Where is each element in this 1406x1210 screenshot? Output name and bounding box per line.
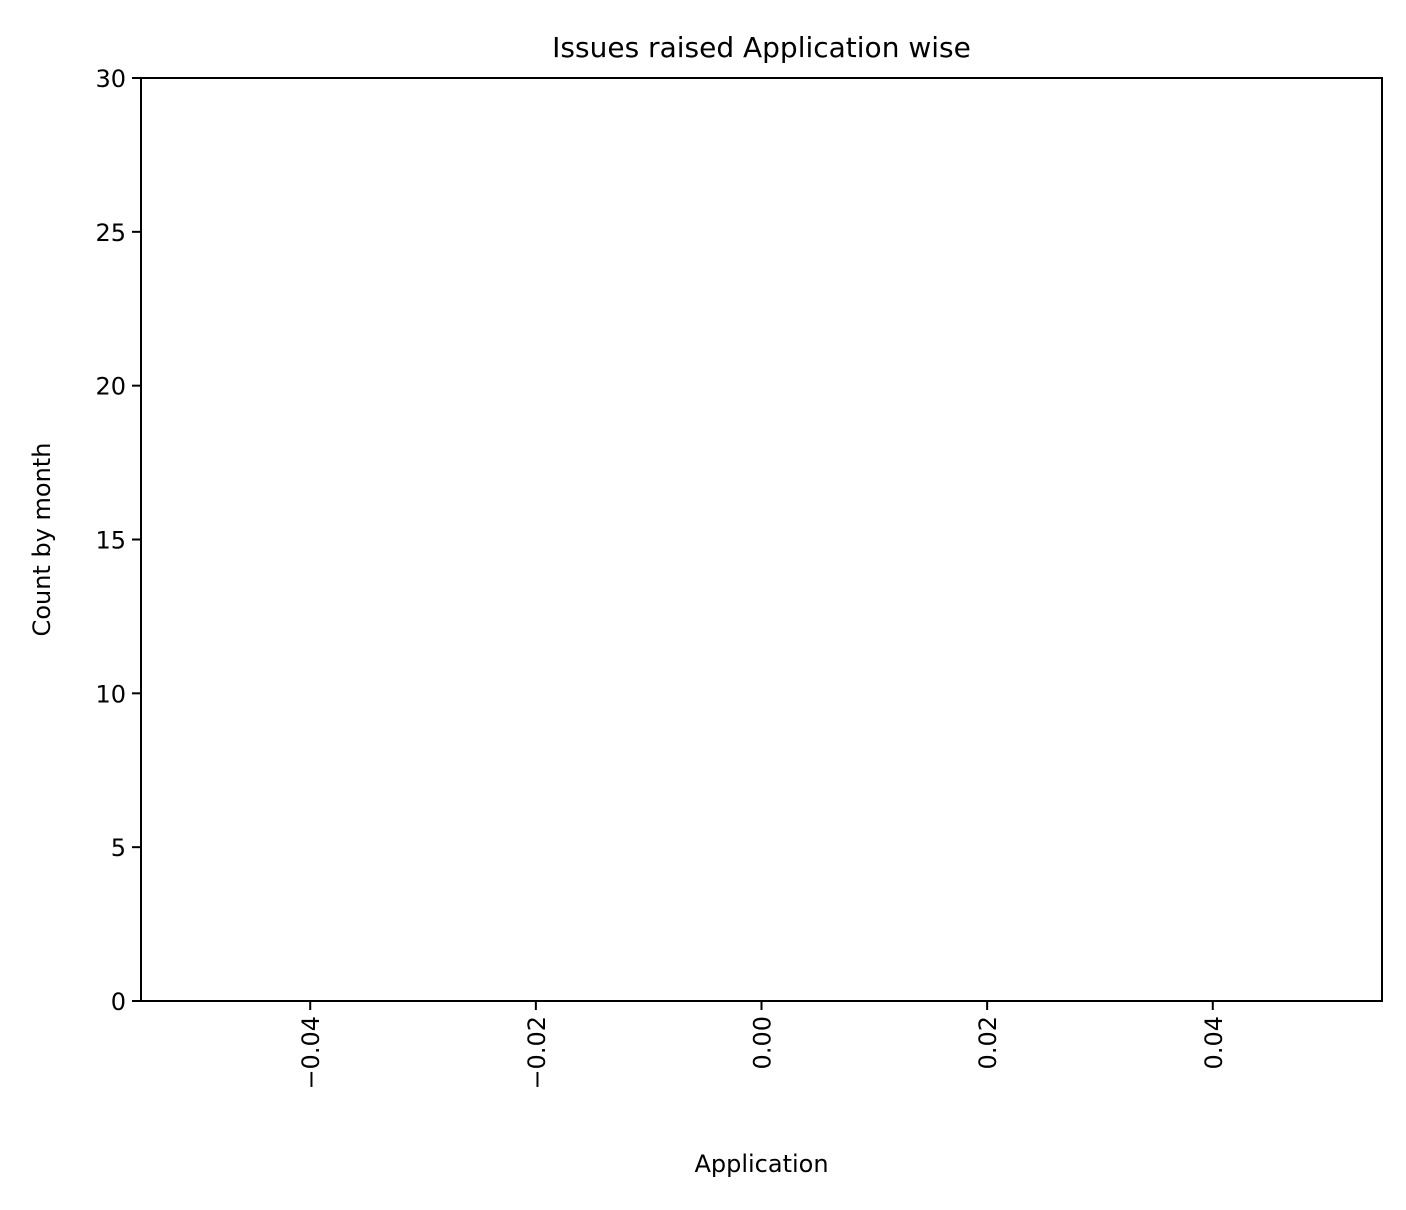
y-tick-label: 0: [111, 988, 126, 1016]
y-tick-label: 15: [95, 527, 126, 555]
y-axis: 0 5 10 15 20 25 30: [95, 65, 141, 1016]
y-tick-label: 10: [95, 680, 126, 708]
x-tick-label: 0.00: [749, 1016, 777, 1069]
x-tick-label: −0.04: [297, 1016, 325, 1090]
y-tick-label: 25: [95, 219, 126, 247]
x-axis: −0.04 −0.02 0.00 0.02 0.04: [297, 1001, 1228, 1090]
x-axis-label: Application: [694, 1150, 828, 1178]
y-tick-label: 20: [95, 373, 126, 401]
y-tick-label: 5: [111, 834, 126, 862]
y-tick-label: 30: [95, 65, 126, 93]
y-axis-label: Count by month: [28, 443, 56, 637]
x-tick-label: 0.02: [974, 1016, 1002, 1069]
x-tick-label: 0.04: [1200, 1016, 1228, 1069]
chart-title: Issues raised Application wise: [552, 31, 971, 64]
x-tick-label: −0.02: [523, 1016, 551, 1090]
